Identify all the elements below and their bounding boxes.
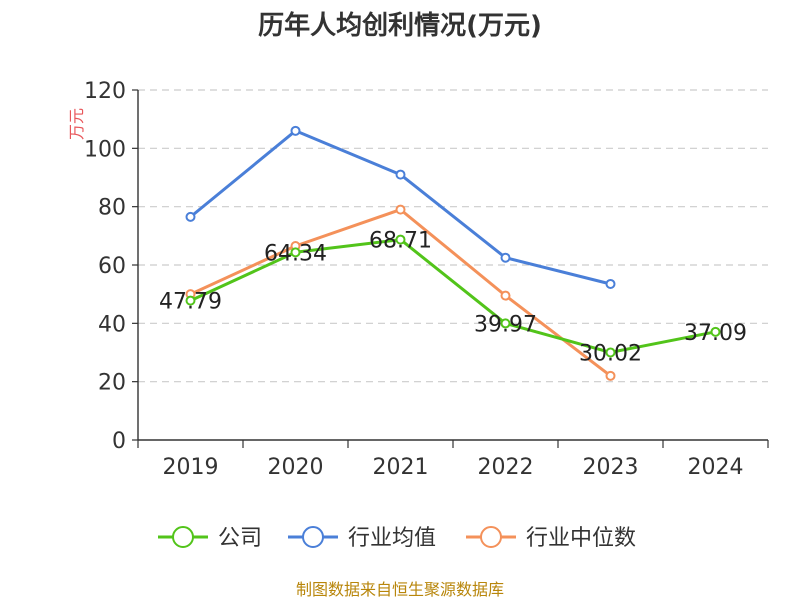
x-tick-label-2022: 2022 (478, 455, 534, 480)
series-point-1-2020 (290, 125, 301, 136)
legend-marker-2 (480, 526, 502, 548)
series-1 (185, 125, 616, 289)
data-label-2019: 47.79 (159, 290, 222, 315)
x-tick-label-2023: 2023 (583, 455, 639, 480)
data-labels: 47.79 64.34 68.71 39.97 30.02 37.09 (159, 229, 747, 367)
x-tick-label-2020: 2020 (268, 455, 324, 480)
series-point-0-2023 (605, 347, 616, 358)
legend-item-0[interactable]: 公司 (158, 526, 262, 551)
y-axis-label: 万元 (67, 108, 86, 140)
series-point-1-2022 (500, 252, 511, 263)
grid-lines (138, 89, 768, 383)
y-tick-label-120: 120 (84, 79, 126, 104)
series-point-1-2023 (605, 278, 616, 289)
y-tick-label-40: 40 (98, 312, 126, 337)
series-point-2-2021 (395, 204, 406, 215)
y-tick-label-0: 0 (112, 429, 126, 454)
legend-label-2: 行业中位数 (526, 526, 636, 551)
axes: 0 20 40 60 80 100 120 2019 2020 2021 2022 2023 2024 (84, 79, 769, 480)
y-tick-label-80: 80 (98, 196, 126, 221)
legend[interactable]: 公司 行业均值 行业中位数 (158, 526, 636, 551)
series-point-0-2022 (500, 318, 511, 329)
x-tick-label-2021: 2021 (373, 455, 429, 480)
data-label-2023: 30.02 (579, 341, 642, 366)
legend-label-1: 行业均值 (348, 526, 436, 551)
series-point-0-2020 (290, 247, 301, 258)
data-label-2021: 68.71 (369, 229, 432, 254)
x-tick-label-2019: 2019 (163, 455, 219, 480)
series-0 (185, 234, 721, 358)
legend-item-2[interactable]: 行业中位数 (466, 526, 636, 551)
source-note: 制图数据来自恒生聚源数据库 (296, 580, 504, 599)
series-point-2-2023 (605, 370, 616, 381)
legend-marker-0 (172, 526, 194, 548)
series-point-0-2024 (710, 326, 721, 337)
data-label-2024: 37.09 (684, 321, 747, 346)
series-point-0-2019 (185, 295, 196, 306)
legend-label-0: 公司 (218, 526, 262, 551)
legend-item-1[interactable]: 行业均值 (288, 526, 436, 551)
series-point-1-2019 (185, 211, 196, 222)
y-tick-label-100: 100 (84, 137, 126, 162)
data-label-2020: 64.34 (264, 241, 327, 266)
y-tick-label-60: 60 (98, 254, 126, 279)
legend-marker-1 (302, 526, 324, 548)
series-point-2-2022 (500, 290, 511, 301)
y-tick-label-20: 20 (98, 371, 126, 396)
chart-title: 历年人均创利情况(万元) (258, 10, 542, 41)
series-group (185, 125, 721, 381)
data-label-2022: 39.97 (474, 312, 537, 337)
series-line-0 (189, 238, 716, 354)
series-point-1-2021 (395, 169, 406, 180)
x-tick-label-2024: 2024 (688, 455, 744, 480)
series-point-0-2021 (395, 234, 406, 245)
